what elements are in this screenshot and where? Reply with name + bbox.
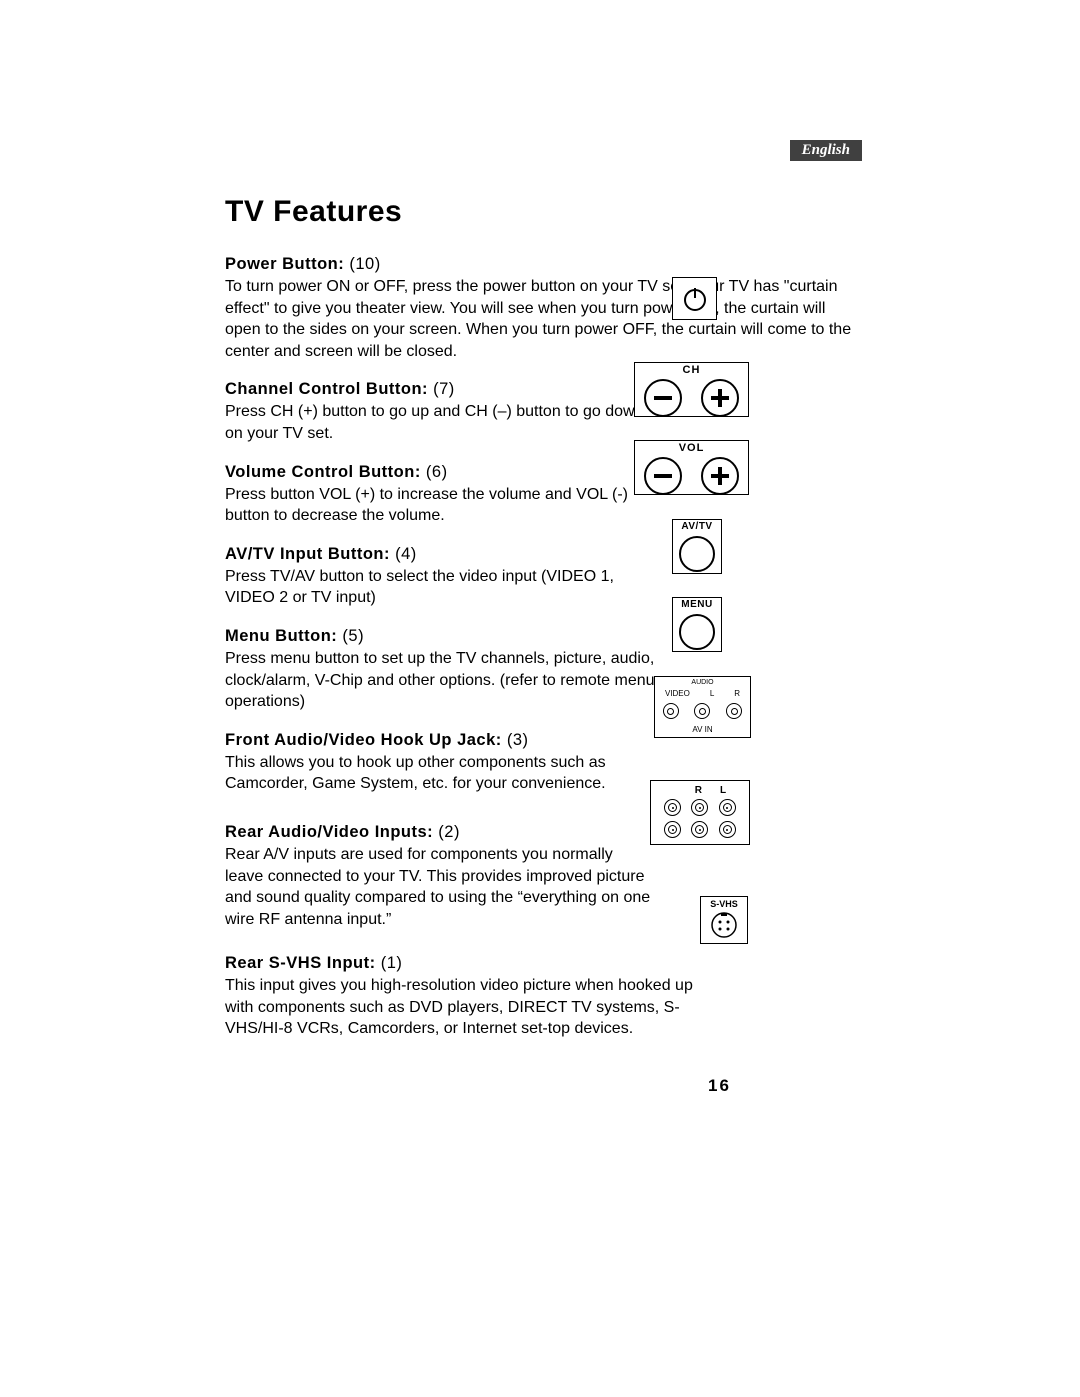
section-heading: Front Audio/Video Hook Up Jack: (3) — [225, 731, 865, 750]
rca-jack-icon — [663, 703, 679, 719]
section-front-av: Front Audio/Video Hook Up Jack: (3) This… — [225, 731, 865, 795]
sections-container: Power Button: (10) To turn power ON or O… — [225, 255, 865, 1058]
front-av-jack-icon: AUDIO VIDEO L R AV IN — [654, 676, 751, 738]
section-body: To turn power ON or OFF, press the power… — [225, 276, 865, 362]
label-l: L — [710, 689, 714, 698]
rca-jack-icon — [664, 821, 681, 838]
heading-text: Power Button: — [225, 255, 344, 273]
section-body: This input gives you high-resolution vid… — [225, 975, 695, 1040]
ch-plus-icon — [701, 379, 739, 417]
section-heading: AV/TV Input Button: (4) — [225, 545, 865, 564]
rca-jack-icon — [691, 799, 708, 816]
rca-jack-icon — [719, 799, 736, 816]
rca-jack-icon — [664, 799, 681, 816]
rca-jack-icon — [726, 703, 742, 719]
circle-icon — [679, 614, 715, 650]
heading-number: (7) — [433, 380, 455, 398]
ch-minus-icon — [644, 379, 682, 417]
section-menu: Menu Button: (5) Press menu button to se… — [225, 627, 865, 713]
manual-page: English TV Features Power Button: (10) T… — [0, 0, 1080, 1397]
heading-number: (3) — [507, 731, 529, 749]
heading-text: AV/TV Input Button: — [225, 545, 390, 563]
rear-jack-row — [651, 821, 749, 838]
front-avin-label: AV IN — [655, 725, 750, 734]
section-heading: Power Button: (10) — [225, 255, 865, 274]
front-audio-label: AUDIO — [655, 679, 750, 686]
section-rear-av: Rear Audio/Video Inputs: (2) Rear A/V in… — [225, 823, 865, 930]
section-avtv: AV/TV Input Button: (4) Press TV/AV butt… — [225, 545, 865, 609]
section-body: Press button VOL (+) to increase the vol… — [225, 484, 665, 527]
channel-buttons-icon: CH — [634, 362, 749, 417]
section-body: Press menu button to set up the TV chann… — [225, 648, 665, 713]
heading-text: Channel Control Button: — [225, 380, 428, 398]
vol-plus-icon — [701, 457, 739, 495]
circle-icon — [679, 536, 715, 572]
section-body: This allows you to hook up other compone… — [225, 752, 645, 795]
heading-number: (5) — [342, 627, 364, 645]
heading-text: Front Audio/Video Hook Up Jack: — [225, 731, 502, 749]
power-icon — [672, 277, 717, 320]
heading-number: (6) — [426, 463, 448, 481]
heading-text: Menu Button: — [225, 627, 337, 645]
rear-av-jack-icon: . R L — [650, 780, 750, 845]
page-title: TV Features — [225, 195, 402, 229]
front-jack-row — [655, 703, 750, 719]
heading-number: (1) — [381, 954, 403, 972]
rca-jack-icon — [694, 703, 710, 719]
section-power: Power Button: (10) To turn power ON or O… — [225, 255, 865, 362]
rear-jack-row — [651, 799, 749, 816]
avtv-button-icon: AV/TV — [672, 519, 722, 574]
language-tab: English — [790, 140, 862, 161]
svhs-connector-icon: S-VHS — [700, 896, 748, 944]
heading-number: (2) — [438, 823, 460, 841]
rca-jack-icon — [691, 821, 708, 838]
heading-text: Rear Audio/Video Inputs: — [225, 823, 433, 841]
section-heading: Rear S-VHS Input: (1) — [225, 954, 865, 973]
page-number: 16 — [708, 1076, 731, 1096]
menu-button-icon: MENU — [672, 597, 722, 652]
rca-jack-icon — [719, 821, 736, 838]
label-r: R — [695, 785, 702, 796]
heading-text: Volume Control Button: — [225, 463, 421, 481]
section-body: Rear A/V inputs are used for components … — [225, 844, 655, 930]
label-l: L — [720, 785, 726, 796]
heading-text: Rear S-VHS Input: — [225, 954, 376, 972]
section-body: Press TV/AV button to select the video i… — [225, 566, 665, 609]
menu-label: MENU — [673, 599, 721, 610]
section-heading: Channel Control Button: (7) — [225, 380, 865, 399]
vol-label: VOL — [635, 442, 748, 454]
section-heading: Rear Audio/Video Inputs: (2) — [225, 823, 865, 842]
heading-number: (4) — [395, 545, 417, 563]
section-volume: Volume Control Button: (6) Press button … — [225, 463, 865, 527]
ch-label: CH — [635, 364, 748, 376]
section-heading: Menu Button: (5) — [225, 627, 865, 646]
volume-buttons-icon: VOL — [634, 440, 749, 495]
section-svhs: Rear S-VHS Input: (1) This input gives y… — [225, 954, 865, 1040]
section-body: Press CH (+) button to go up and CH (–) … — [225, 401, 665, 444]
vol-minus-icon — [644, 457, 682, 495]
section-heading: Volume Control Button: (6) — [225, 463, 865, 482]
section-channel: Channel Control Button: (7) Press CH (+)… — [225, 380, 865, 444]
label-r: R — [734, 689, 740, 698]
front-jack-labels: VIDEO L R — [655, 689, 750, 698]
rear-rl-labels: . R L — [651, 785, 749, 796]
avtv-label: AV/TV — [673, 521, 721, 532]
label-video: VIDEO — [665, 689, 690, 698]
heading-number: (10) — [349, 255, 380, 273]
